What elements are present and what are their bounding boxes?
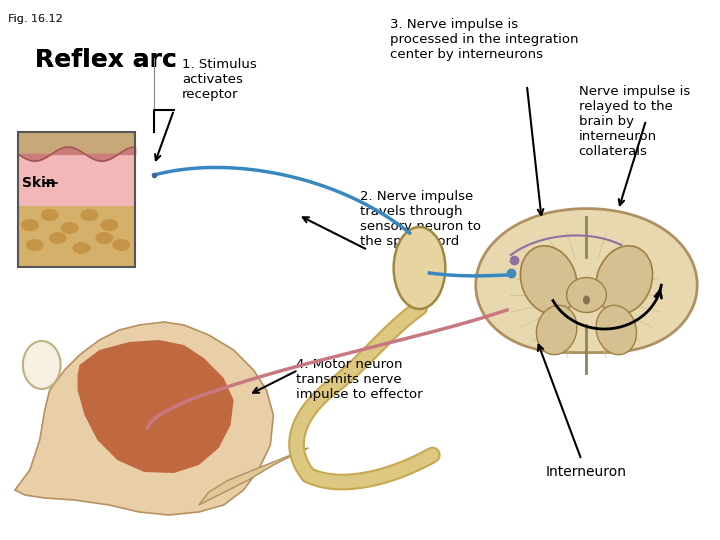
Polygon shape [15, 322, 274, 515]
Ellipse shape [49, 232, 66, 244]
Bar [18, 206, 135, 267]
Text: Reflex arc: Reflex arc [35, 48, 176, 72]
Ellipse shape [21, 219, 39, 231]
Ellipse shape [521, 246, 577, 314]
Ellipse shape [73, 242, 91, 254]
Bar [18, 154, 135, 206]
Ellipse shape [81, 209, 99, 221]
Text: Reflex arc: Reflex arc [35, 48, 176, 72]
Polygon shape [78, 340, 233, 473]
Text: Interneuron: Interneuron [546, 465, 627, 479]
Ellipse shape [583, 295, 590, 305]
Polygon shape [476, 208, 697, 353]
Text: 3. Nerve impulse is
processed in the integration
center by interneurons: 3. Nerve impulse is processed in the int… [390, 18, 578, 61]
Ellipse shape [596, 305, 636, 355]
Text: 2. Nerve impulse
travels through
sensory neuron to
the spinal cord: 2. Nerve impulse travels through sensory… [360, 190, 481, 248]
Ellipse shape [100, 219, 118, 231]
Ellipse shape [394, 227, 446, 309]
Bar [18, 132, 135, 154]
Text: Fig. 16.12: Fig. 16.12 [8, 14, 63, 24]
Ellipse shape [536, 305, 577, 355]
Bar [18, 132, 135, 267]
Polygon shape [199, 448, 308, 505]
Text: 4. Motor neuron
transmits nerve
impulse to effector: 4. Motor neuron transmits nerve impulse … [296, 358, 423, 401]
Text: 1. Stimulus
activates
receptor: 1. Stimulus activates receptor [182, 58, 256, 101]
Text: Fig. 16.12: Fig. 16.12 [8, 14, 63, 24]
Ellipse shape [26, 239, 44, 251]
Ellipse shape [112, 239, 130, 251]
Ellipse shape [596, 246, 652, 314]
Ellipse shape [96, 232, 113, 244]
Ellipse shape [41, 209, 58, 221]
Ellipse shape [567, 278, 606, 313]
Ellipse shape [60, 222, 78, 234]
Ellipse shape [23, 341, 60, 389]
Text: Skin: Skin [22, 176, 55, 190]
Text: Nerve impulse is
relayed to the
brain by
interneuron
collaterals: Nerve impulse is relayed to the brain by… [579, 85, 690, 158]
